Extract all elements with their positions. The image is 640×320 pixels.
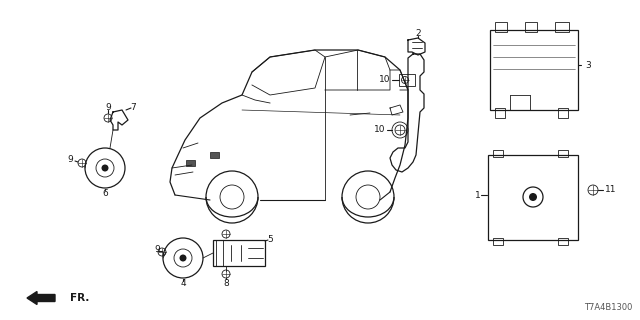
Text: 7: 7 (130, 102, 136, 111)
Bar (558, 108, 568, 118)
Text: 8: 8 (223, 278, 229, 287)
Bar (399, 74, 415, 86)
Text: 11: 11 (605, 186, 616, 195)
Text: 10: 10 (380, 76, 391, 84)
Text: 2: 2 (415, 28, 421, 37)
Text: 5: 5 (267, 235, 273, 244)
Bar (555, 22, 569, 32)
Bar (558, 238, 568, 245)
Text: 3: 3 (585, 60, 591, 69)
Bar (493, 150, 503, 157)
Circle shape (179, 254, 186, 261)
Bar (495, 108, 505, 118)
Text: 6: 6 (102, 188, 108, 197)
Text: T7A4B1300: T7A4B1300 (584, 303, 632, 312)
Bar (493, 238, 503, 245)
Bar (488, 155, 578, 240)
Text: 9: 9 (67, 156, 73, 164)
Bar (558, 150, 568, 157)
Text: 4: 4 (180, 278, 186, 287)
FancyArrow shape (27, 292, 55, 305)
Bar (186, 160, 195, 166)
Bar (525, 22, 537, 32)
Circle shape (529, 193, 537, 201)
Text: 9: 9 (105, 102, 111, 111)
Text: 1: 1 (475, 190, 481, 199)
Bar (210, 152, 219, 158)
Text: 9: 9 (154, 244, 160, 253)
Bar (495, 22, 507, 32)
Bar (213, 240, 265, 266)
Text: 10: 10 (374, 125, 386, 134)
Text: FR.: FR. (70, 293, 90, 303)
Bar (490, 30, 578, 110)
Circle shape (102, 164, 109, 172)
